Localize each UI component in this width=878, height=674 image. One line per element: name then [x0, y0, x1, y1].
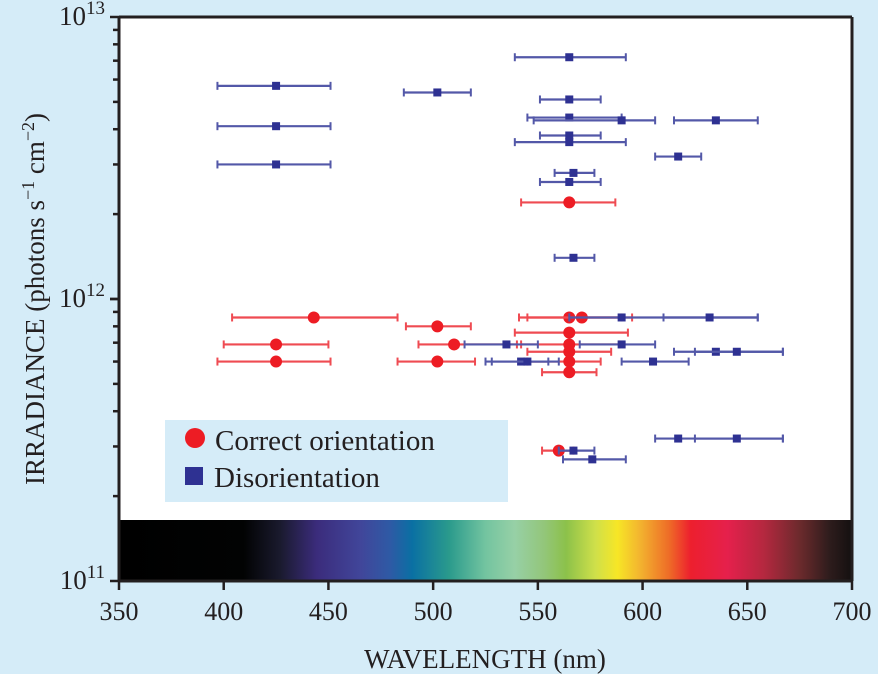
data-point-square	[565, 131, 574, 140]
x-tick-label: 450	[309, 597, 348, 626]
data-point-square	[588, 455, 597, 464]
data-point-circle	[563, 366, 576, 379]
data-point-square	[502, 340, 511, 349]
series-disorientation	[216, 53, 784, 464]
x-tick-label: 600	[623, 597, 662, 626]
data-point-square	[565, 138, 574, 147]
data-point-square	[649, 357, 658, 366]
spectrum-band	[119, 520, 852, 581]
data-point-square	[272, 160, 281, 169]
y-tick-label: 1011	[60, 562, 105, 595]
data-point-square	[732, 347, 741, 356]
data-point-square	[565, 95, 574, 104]
blue-square-marker-icon	[185, 467, 203, 485]
y-tick-label: 1013	[59, 0, 105, 31]
data-point-circle	[431, 320, 444, 333]
legend-item-correct-orientation: Correct orientation	[185, 425, 435, 458]
data-point-square	[674, 434, 683, 443]
data-point-circle	[307, 311, 320, 324]
data-point-circle	[563, 196, 576, 209]
data-point-square	[617, 313, 626, 322]
data-point-square	[674, 152, 683, 161]
data-point-circle	[563, 355, 576, 368]
x-tick-label: 500	[414, 597, 453, 626]
x-tick-label: 550	[518, 597, 557, 626]
data-point-square	[565, 53, 574, 62]
legend-item-disorientation: Disorientation	[185, 462, 380, 495]
data-point-square	[272, 81, 281, 90]
legend-label: Correct orientation	[215, 425, 435, 457]
y-axis-label: IRRADIANCE (photons s−1 cm−2)	[18, 113, 50, 485]
data-point-square	[617, 340, 626, 349]
data-point-circle	[563, 345, 576, 358]
legend-label: Disorientation	[214, 462, 380, 494]
x-tick-label: 400	[204, 597, 243, 626]
data-point-circle	[270, 338, 283, 351]
data-point-square	[617, 116, 626, 125]
data-point-circle	[448, 338, 461, 351]
x-axis-label: WAVELENGTH (nm)	[364, 644, 606, 674]
x-tick-label: 700	[833, 597, 872, 626]
data-point-circle	[270, 355, 283, 368]
legend: Correct orientation Disorientation	[165, 420, 508, 502]
data-point-square	[433, 88, 442, 97]
axes-layer: 350 400 450 500 550 600 650 700 1013 1012 1011	[59, 0, 872, 626]
data-point-square	[523, 357, 532, 366]
data-point-square	[569, 168, 578, 177]
data-point-square	[569, 253, 578, 262]
x-tick-label: 650	[728, 597, 767, 626]
series-layer	[216, 53, 784, 464]
data-point-square	[705, 313, 714, 322]
data-point-square	[569, 446, 578, 455]
data-point-square	[565, 113, 574, 122]
data-point-square	[732, 434, 741, 443]
data-point-circle	[563, 326, 576, 339]
y-tick-label: 1012	[59, 280, 105, 313]
data-point-square	[711, 116, 720, 125]
x-tick-label: 350	[100, 597, 139, 626]
red-circle-marker-icon	[185, 428, 205, 448]
data-point-square	[272, 122, 281, 131]
data-point-square	[565, 177, 574, 186]
data-point-circle	[431, 355, 444, 368]
